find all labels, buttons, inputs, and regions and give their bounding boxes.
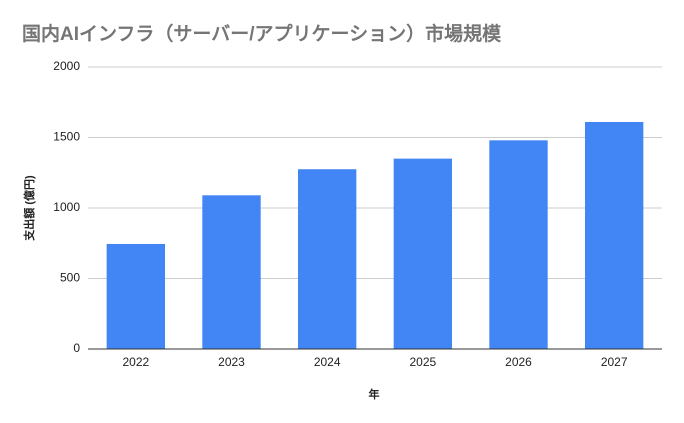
x-tick-label: 2027: [601, 355, 628, 369]
y-tick-label: 2000: [53, 59, 80, 73]
chart-title: 国内AIインフラ（サーバー/アプリケーション）市場規模: [22, 22, 502, 45]
bar: [393, 158, 453, 349]
bar: [202, 195, 261, 349]
x-tick-label: 2022: [122, 355, 149, 369]
x-tick-label: 2025: [409, 355, 436, 369]
y-tick-label: 1000: [53, 200, 80, 214]
y-tick-label: 500: [60, 271, 80, 285]
bar: [584, 121, 644, 350]
y-tick-label: 0: [73, 341, 80, 355]
x-tick-label: 2023: [218, 355, 245, 369]
y-tick-label: 1500: [53, 130, 80, 144]
bar: [297, 169, 357, 349]
x-tick-label: 2024: [314, 355, 341, 369]
x-tick-label: 2026: [505, 355, 532, 369]
y-axis-title: 支出額 (億円): [22, 175, 36, 242]
x-axis-title: 年: [369, 387, 380, 401]
bar: [489, 140, 548, 349]
bar: [106, 243, 166, 349]
